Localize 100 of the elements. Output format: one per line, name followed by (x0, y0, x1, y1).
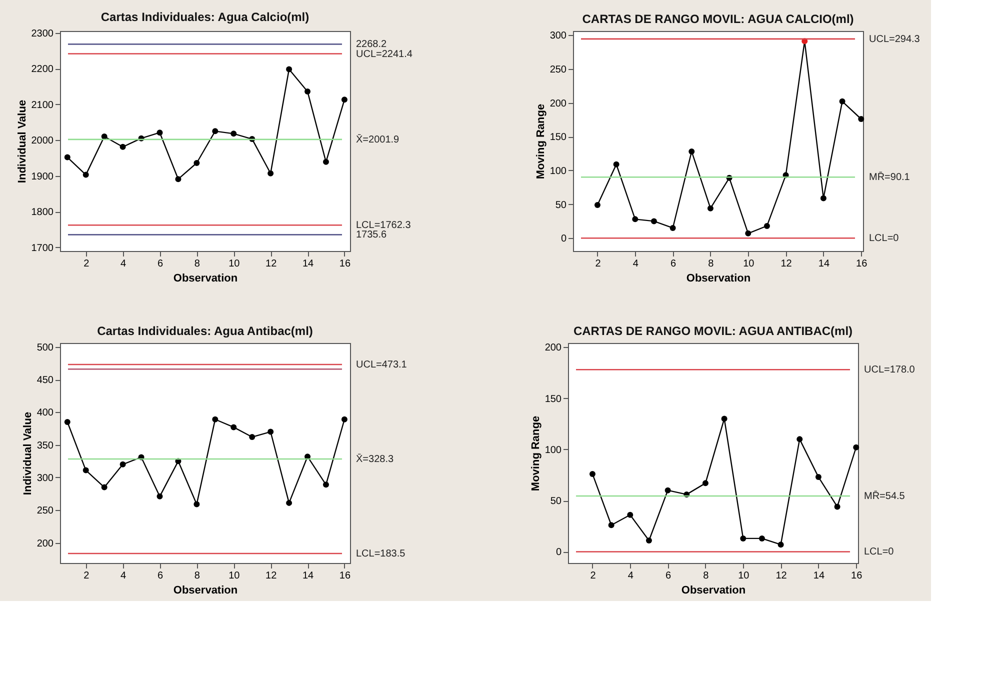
point (839, 98, 846, 104)
point (707, 205, 714, 212)
point (632, 216, 638, 222)
point (627, 512, 634, 518)
point (702, 480, 708, 486)
x-axis-title: Observation (681, 584, 746, 596)
point (120, 461, 126, 468)
x-tick-label: 8 (194, 258, 200, 270)
point (175, 176, 182, 182)
point (156, 493, 163, 500)
ref-line-label: LCL=1762.3 (356, 220, 412, 232)
point (212, 416, 218, 422)
y-axis-title: Moving Range (534, 104, 547, 180)
point (758, 535, 765, 542)
point (82, 467, 89, 474)
y-tick-label: 350 (36, 440, 54, 452)
y-tick-label: 300 (550, 30, 567, 42)
point (670, 224, 676, 231)
point (286, 66, 292, 72)
y-tick-label: 2100 (31, 100, 54, 111)
ref-line-label: UCL=294.3 (869, 34, 920, 45)
x-tick-label: 4 (120, 258, 127, 270)
point (249, 434, 256, 440)
x-tick-label: 2 (595, 258, 602, 270)
x-tick-label: 16 (856, 258, 868, 270)
x-tick-label: 8 (703, 570, 710, 582)
x-tick-label: 6 (157, 258, 164, 270)
x-tick-label: 12 (780, 258, 792, 270)
point (322, 482, 329, 488)
x-tick-label: 10 (743, 258, 755, 270)
point (230, 424, 237, 430)
y-axis-title: Individual Value (16, 100, 28, 184)
y-tick-label: 150 (544, 394, 562, 405)
y-tick-label: 0 (560, 234, 567, 245)
x-tick-label: 4 (632, 258, 639, 270)
y-tick-label: 200 (550, 98, 567, 110)
x-tick-label: 8 (194, 570, 200, 582)
ref-line-label: 1735.6 (356, 230, 388, 241)
point (230, 130, 237, 137)
x-tick-label: 14 (813, 570, 825, 582)
point (82, 172, 89, 178)
x-tick-label: 16 (339, 258, 351, 270)
y-tick-label: 50 (555, 200, 567, 211)
point (834, 504, 840, 510)
point (589, 470, 596, 477)
ref-line-label: X̄=2001.9 (356, 134, 400, 146)
y-tick-label: 450 (36, 375, 54, 386)
x-tick-label: 12 (776, 570, 788, 582)
x-tick-label: 10 (738, 570, 750, 582)
point (194, 501, 200, 508)
y-tick-label: 100 (550, 166, 567, 177)
x-axis-title: Observation (173, 584, 238, 596)
x-tick-label: 4 (120, 570, 127, 582)
point (721, 416, 728, 422)
point (194, 160, 200, 166)
point (594, 202, 600, 208)
x-tick-label: 4 (628, 570, 634, 582)
chart-title: Cartas Individuales: Agua Calcio(ml) (100, 10, 310, 24)
ref-line-label: UCL=178.0 (864, 364, 916, 376)
x-tick-label: 6 (157, 570, 164, 582)
point (796, 436, 803, 442)
y-tick-label: 150 (550, 132, 567, 144)
point (646, 537, 652, 544)
point (322, 158, 329, 165)
y-axis-title: Moving Range (530, 416, 542, 492)
point (304, 88, 311, 94)
x-tick-label: 10 (228, 258, 240, 270)
x-tick-label: 2 (590, 570, 596, 582)
y-tick-label: 300 (36, 472, 54, 484)
x-tick-label: 14 (818, 258, 830, 270)
ref-line-label: UCL=2241.4 (356, 48, 413, 60)
point (745, 230, 752, 236)
ref-line-label: X̄=328.3 (356, 453, 394, 466)
point (341, 96, 348, 103)
y-tick-label: 2300 (31, 28, 54, 40)
point (820, 195, 826, 202)
x-tick-label: 12 (266, 570, 278, 582)
x-tick-label: 6 (666, 570, 672, 582)
x-tick-label: 6 (670, 258, 677, 270)
point (268, 428, 274, 435)
point (120, 144, 126, 150)
ref-line-label: MR̄=90.1 (869, 172, 910, 184)
x-tick-label: 14 (302, 570, 314, 582)
ref-line-label: UCL=473.1 (356, 359, 408, 370)
point (101, 484, 108, 490)
x-tick-label: 10 (228, 570, 240, 582)
y-tick-label: 2200 (31, 64, 54, 76)
x-axis-title: Observation (173, 272, 238, 284)
y-axis-title: Individual Value (22, 412, 34, 496)
x-tick-label: 2 (84, 570, 90, 582)
x-axis-title: Observation (686, 272, 751, 284)
y-tick-label: 200 (36, 538, 54, 550)
y-tick-label: 200 (544, 342, 562, 354)
x-tick-label: 16 (339, 570, 351, 582)
x-tick-label: 12 (266, 258, 278, 270)
point (286, 500, 292, 506)
point (764, 222, 770, 229)
point (64, 418, 70, 425)
point (650, 218, 657, 224)
point (64, 154, 70, 160)
